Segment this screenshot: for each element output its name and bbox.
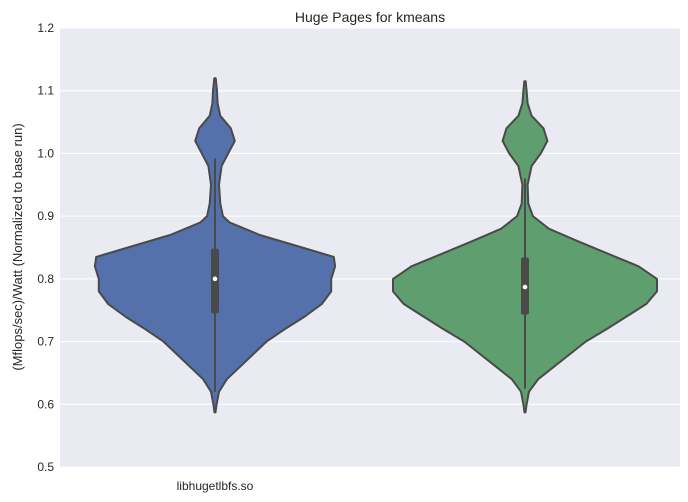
median-point xyxy=(522,284,528,290)
y-tick-labels: 0.5 0.6 0.7 0.8 0.9 1.0 1.1 1.2 xyxy=(37,21,54,474)
y-tick-label: 0.6 xyxy=(37,397,54,411)
x-tick-labels: libhugetlbfs.so xyxy=(177,479,254,493)
y-axis-label: (Mflops/sec)/Watt (Normalized to base ru… xyxy=(10,123,25,370)
chart-title: Huge Pages for kmeans xyxy=(295,9,445,25)
y-tick-label: 0.9 xyxy=(37,209,54,223)
x-tick-label: libhugetlbfs.so xyxy=(177,479,254,493)
y-tick-label: 0.5 xyxy=(37,460,54,474)
y-tick-label: 1.2 xyxy=(37,21,54,35)
y-tick-label: 1.1 xyxy=(37,84,54,98)
y-tick-label: 0.8 xyxy=(37,272,54,286)
y-tick-label: 1.0 xyxy=(37,146,54,160)
y-tick-label: 0.7 xyxy=(37,335,54,349)
violins xyxy=(93,77,658,414)
median-point xyxy=(212,276,218,282)
